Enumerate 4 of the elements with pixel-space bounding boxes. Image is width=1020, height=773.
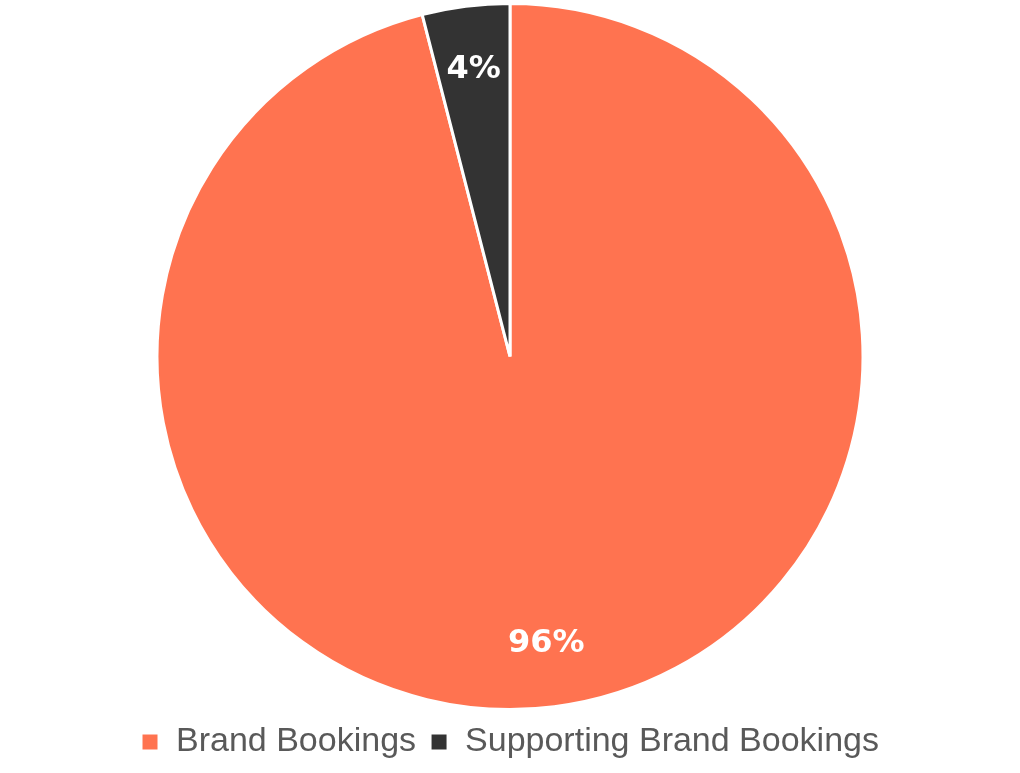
data-label: 96% bbox=[507, 621, 585, 660]
legend-label: Brand Bookings bbox=[176, 720, 417, 759]
legend-label: Supporting Brand Bookings bbox=[465, 720, 879, 759]
data-label: 4% bbox=[446, 47, 501, 86]
